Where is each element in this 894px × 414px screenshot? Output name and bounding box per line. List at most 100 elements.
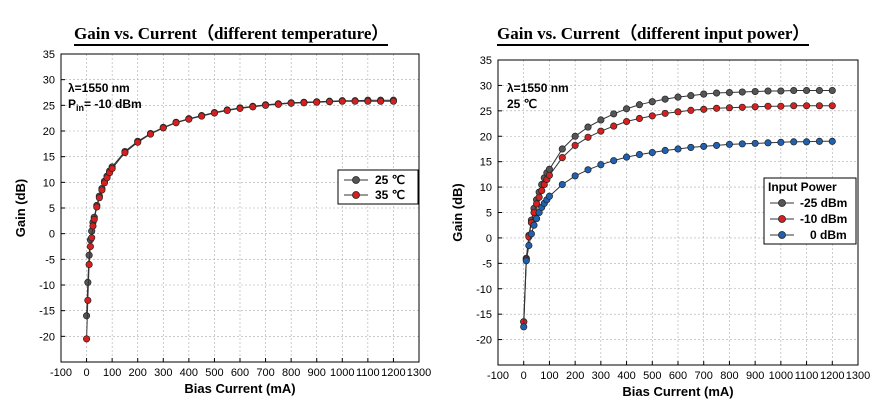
- right-series-3-point: [533, 215, 541, 223]
- right-series-3-point: [545, 192, 553, 200]
- right-series-3-point: [713, 141, 721, 149]
- right-y-tick-label: 5: [486, 208, 492, 220]
- right-series-3-point: [738, 140, 746, 148]
- right-series-1-point: [751, 87, 759, 96]
- left-series-2-point: [338, 97, 346, 105]
- left-x-tick-label: 0: [84, 367, 90, 379]
- left-series-2-point: [274, 100, 282, 108]
- right-series-3-point: [571, 172, 579, 180]
- right-series-2-point: [623, 117, 631, 126]
- left-y-tick-label: 25: [43, 100, 55, 112]
- right-series-1-point: [687, 92, 695, 100]
- left-legend-marker-2: [352, 191, 360, 199]
- right-series-1-point: [725, 88, 733, 97]
- left-y-tick-label: 15: [43, 152, 55, 164]
- left-series-2-point: [98, 186, 106, 194]
- left-series-2-point: [86, 242, 94, 251]
- right-series-3-point: [700, 142, 708, 150]
- right-series-3-point: [584, 166, 592, 174]
- left-x-tick-label: 1000: [330, 367, 354, 379]
- right-x-tick-label: 1100: [795, 370, 819, 382]
- left-power-note: Pin= -10 dBm: [68, 97, 142, 113]
- left-series-2-point: [85, 260, 93, 269]
- right-legend-label-2: -10 dBm: [800, 212, 847, 226]
- right-series-3-point: [530, 221, 538, 229]
- right-series-2-point: [725, 104, 733, 112]
- right-y-tick-label: -5: [482, 258, 492, 270]
- right-series-2-point: [751, 103, 759, 111]
- right-series-1-point: [790, 86, 798, 95]
- right-series-3-point: [525, 241, 533, 250]
- right-series-3-point: [674, 145, 682, 153]
- right-series-1-point: [713, 89, 721, 97]
- right-legend-title: Input Power: [768, 180, 837, 194]
- right-y-tick-label: 35: [480, 55, 492, 67]
- left-series-2-point: [364, 97, 372, 105]
- right-series-2-point: [535, 193, 543, 201]
- right-legend: Input Power -25 dBm -10 dBm 0 dBm: [763, 177, 857, 245]
- left-y-tick-label: -5: [45, 254, 55, 266]
- right-series-3-point: [828, 137, 836, 145]
- right-series-1-point: [597, 116, 605, 124]
- left-x-axis-label: Bias Current (mA): [184, 381, 295, 396]
- left-series-2-point: [89, 222, 97, 230]
- right-x-tick-label: 1000: [769, 370, 793, 382]
- left-series-2-point: [223, 106, 231, 115]
- right-y-tick-label: -15: [476, 309, 492, 321]
- left-series-2-point: [249, 103, 257, 111]
- right-series-3-point: [520, 323, 528, 331]
- right-series-3-point: [661, 146, 669, 155]
- right-y-tick-label: 10: [480, 182, 492, 194]
- left-series-2-point: [325, 98, 334, 106]
- right-y-tick-label: 30: [480, 80, 492, 92]
- right-series-2-point: [571, 141, 579, 149]
- right-series-1-point: [661, 95, 669, 103]
- left-y-tick-label: 5: [49, 203, 55, 215]
- right-series-3-point: [648, 148, 656, 157]
- right-x-tick-label: 900: [746, 370, 764, 382]
- right-y-tick-label: -10: [476, 284, 492, 296]
- left-series-2-point: [351, 97, 359, 105]
- right-series-2-point: [803, 102, 811, 110]
- left-power-note-p: P: [68, 97, 76, 111]
- left-series-2-point: [83, 335, 91, 343]
- right-series-2-point: [713, 104, 721, 112]
- right-series-3-point: [610, 157, 618, 165]
- right-series-2-point: [558, 154, 566, 162]
- left-x-tick-label: 1100: [356, 367, 380, 379]
- left-y-tick-label: 10: [43, 177, 55, 189]
- right-series-1-point: [700, 90, 708, 98]
- left-series-2-point: [198, 112, 206, 120]
- left-x-tick-label: 1200: [381, 367, 405, 379]
- left-x-tick-label: 500: [205, 367, 223, 379]
- right-y-tick-label: 15: [480, 157, 492, 169]
- right-series-2-point: [635, 114, 643, 123]
- left-series-2-point: [236, 104, 244, 112]
- right-x-tick-label: -100: [487, 370, 509, 382]
- right-series-2-point: [700, 105, 708, 113]
- right-series-1-point: [738, 88, 746, 96]
- left-x-tick-label: 900: [308, 367, 326, 379]
- left-power-note-sub: in: [76, 103, 84, 113]
- left-series-2-point: [300, 99, 308, 107]
- right-series-3-point: [687, 143, 695, 151]
- left-series-2-point: [95, 194, 103, 202]
- right-x-tick-label: 0: [521, 370, 527, 382]
- right-series-2-point: [815, 102, 823, 110]
- left-chart: -100 0 100 200 300 400 500 600 700 800 900 1000 1100…: [13, 49, 431, 396]
- left-x-tick-label: 200: [129, 367, 147, 379]
- right-x-tick-label: 200: [566, 370, 584, 382]
- right-series-2-point: [661, 109, 669, 117]
- left-y-tick-label: -15: [39, 306, 55, 318]
- left-series-2-point: [146, 130, 155, 138]
- right-series-3-point: [764, 139, 772, 147]
- left-series-1-point: [84, 278, 92, 286]
- right-series-1-point: [623, 105, 631, 113]
- left-wavelength-note: λ=1550 nm: [68, 81, 130, 95]
- right-x-tick-label: 300: [592, 370, 610, 382]
- left-y-tick-label: 30: [43, 75, 55, 87]
- left-legend-label-1: 25 ℃: [375, 173, 405, 187]
- left-y-tick-label: -10: [39, 280, 55, 292]
- left-series-2-point: [172, 119, 180, 127]
- right-series-1-point: [648, 98, 656, 106]
